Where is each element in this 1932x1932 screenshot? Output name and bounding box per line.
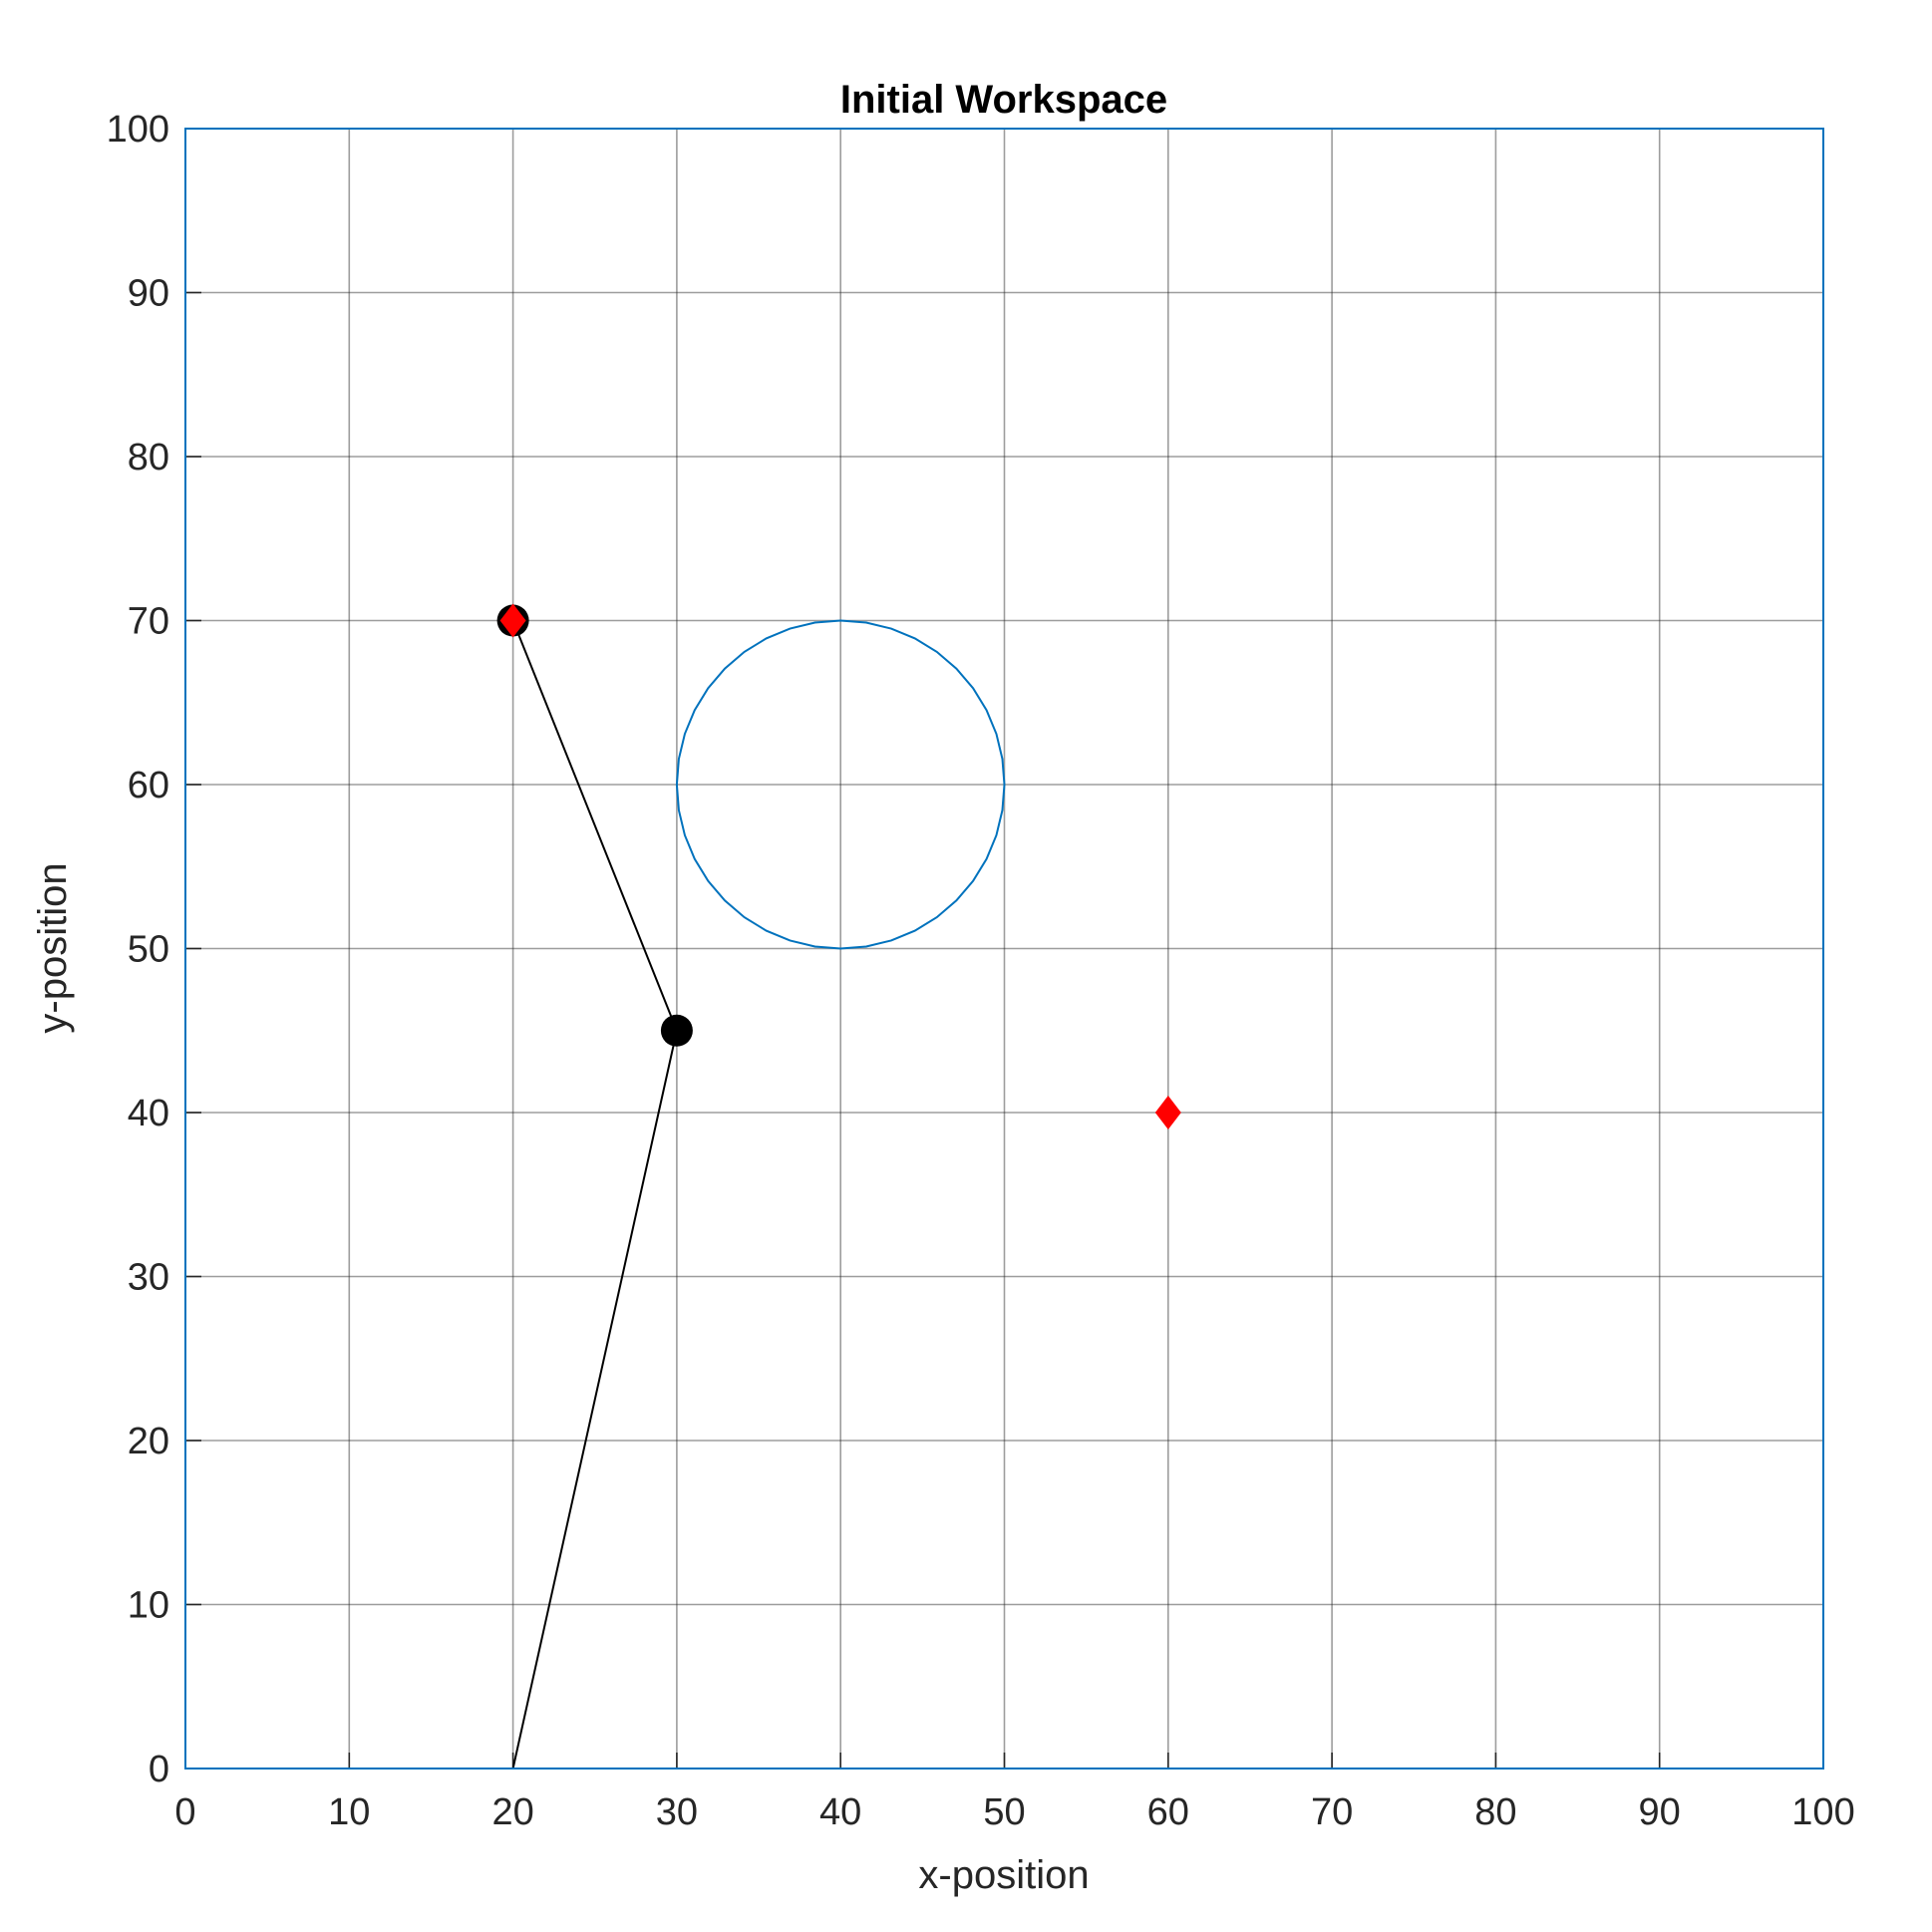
arm-layer <box>496 604 693 1770</box>
chart-title: Initial Workspace <box>840 78 1167 122</box>
y-axis-label: y-position <box>31 862 75 1033</box>
y-tick-label: 20 <box>128 1421 169 1462</box>
target-layer <box>499 603 1181 1129</box>
x-tick-label: 10 <box>328 1791 370 1833</box>
arm-link <box>511 620 678 1032</box>
y-tick-label: 50 <box>128 929 169 971</box>
y-tick-label: 10 <box>128 1585 169 1627</box>
y-tick-label: 100 <box>107 109 169 151</box>
x-tick-label: 100 <box>1791 1791 1854 1833</box>
y-tick-label: 40 <box>128 1093 169 1134</box>
x-tick-label: 40 <box>819 1791 861 1833</box>
y-tick-label: 80 <box>128 437 169 479</box>
axes-box <box>184 128 1824 1770</box>
y-tick-label: 60 <box>128 765 169 806</box>
target-marker <box>1154 1096 1181 1129</box>
x-tick-label: 70 <box>1311 1791 1353 1833</box>
y-axis-ticks: 0 10 20 30 40 50 60 70 80 90 100 <box>107 109 201 1790</box>
plot-area <box>185 129 1823 1769</box>
y-tick-label: 90 <box>128 273 169 315</box>
x-tick-label: 20 <box>491 1791 533 1833</box>
obstacle-layer <box>675 619 1006 950</box>
arm-joint <box>660 1014 693 1047</box>
x-tick-label: 60 <box>1147 1791 1189 1833</box>
x-tick-label: 90 <box>1639 1791 1681 1833</box>
x-tick-label: 0 <box>174 1791 195 1833</box>
target-marker <box>499 603 526 638</box>
y-tick-label: 70 <box>128 601 169 643</box>
obstacle-circle <box>675 619 1006 950</box>
y-tick-label: 30 <box>128 1257 169 1299</box>
x-tick-label: 80 <box>1474 1791 1516 1833</box>
arm-link <box>511 1030 678 1770</box>
y-tick-label: 0 <box>149 1749 169 1790</box>
x-axis-label: x-position <box>918 1853 1089 1897</box>
x-axis-ticks: 0 10 20 30 40 50 60 70 80 90 100 <box>174 1753 1855 1833</box>
x-tick-label: 50 <box>983 1791 1025 1833</box>
x-tick-label: 30 <box>656 1791 698 1833</box>
